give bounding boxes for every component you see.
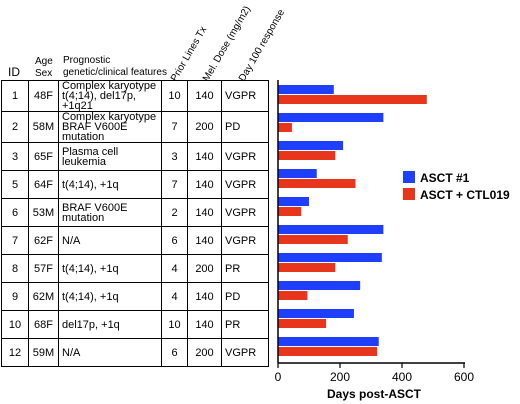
cell-prior-lines: 10: [161, 80, 188, 112]
bar-asct1: [278, 309, 354, 318]
cell-response: VGPR: [221, 338, 269, 367]
cell-prior-lines: 3: [161, 142, 188, 171]
cell-mel-dose: 200: [187, 111, 222, 143]
cell-response: VGPR: [221, 80, 269, 112]
table-row: 12 59M N/A 6 200 VGPR: [1, 338, 269, 367]
legend-swatch: [403, 188, 415, 200]
cell-response: VGPR: [221, 142, 269, 171]
x-tick-label: 600: [454, 370, 474, 384]
bar-asct-ctl019: [278, 95, 427, 104]
cell-features: Plasma cell leukemia: [58, 142, 162, 171]
cell-age-sex: 64F: [28, 170, 59, 199]
bar-asct1: [278, 169, 317, 178]
header-features-1: Prognostic: [63, 55, 111, 66]
legend-label: ASCT + CTL019: [420, 188, 510, 202]
cell-id: 9: [1, 282, 29, 311]
table-row: 3 65F Plasma cell leukemia 3 140 VGPR: [1, 142, 269, 171]
cell-response: VGPR: [221, 198, 269, 227]
cell-mel-dose: 140: [187, 310, 222, 339]
bar-asct1: [278, 141, 344, 150]
bar-asct-ctl019: [278, 123, 292, 132]
cell-features: BRAF V600E mutation: [58, 198, 162, 227]
bar-asct-ctl019: [278, 291, 308, 300]
cell-mel-dose: 140: [187, 80, 222, 112]
cell-age-sex: 48F: [28, 80, 59, 112]
table-row: 6 53M BRAF V600E mutation 2 140 VGPR: [1, 198, 269, 227]
x-tick-label: 200: [330, 370, 350, 384]
bar-asct1: [278, 281, 361, 290]
cell-age-sex: 57F: [28, 254, 59, 283]
x-tick-label: 0: [275, 370, 282, 384]
bar-asct-ctl019: [278, 179, 356, 188]
header-id: ID: [8, 65, 20, 79]
cell-response: PR: [221, 310, 269, 339]
header-age: Age: [35, 56, 53, 67]
cell-id: 1: [1, 80, 29, 112]
bar-asct-ctl019: [278, 319, 327, 328]
cell-id: 10: [1, 310, 29, 339]
cell-response: PD: [221, 111, 269, 143]
bar-asct1: [278, 113, 384, 122]
bar-asct-ctl019: [278, 235, 348, 244]
cell-mel-dose: 200: [187, 254, 222, 283]
cell-prior-lines: 2: [161, 198, 188, 227]
cell-response: VGPR: [221, 226, 269, 255]
cell-features: Complex karyotype BRAF V600E mutation: [58, 111, 162, 143]
cell-age-sex: 53M: [28, 198, 59, 227]
bar-asct1: [278, 337, 379, 346]
bar-asct-ctl019: [278, 347, 378, 356]
x-axis-label: Days post-ASCT: [327, 387, 422, 401]
cell-prior-lines: 7: [161, 170, 188, 199]
x-tick-label: 400: [392, 370, 412, 384]
cell-features: N/A: [58, 338, 162, 367]
cell-features: t(4;14), +1q: [58, 254, 162, 283]
cell-features: Complex karyotype t(4;14), del17p, +1q21: [58, 80, 162, 112]
cell-response: VGPR: [221, 170, 269, 199]
bar-asct-ctl019: [278, 263, 336, 272]
cell-age-sex: 58M: [28, 111, 59, 143]
cell-mel-dose: 140: [187, 226, 222, 255]
bar-asct1: [278, 197, 309, 206]
header-sex: Sex: [35, 68, 53, 79]
table-row: 8 57F t(4;14), +1q 4 200 PR: [1, 254, 269, 283]
bar-asct1: [278, 85, 334, 94]
table-row: 5 64F t(4;14), +1q 7 140 VGPR: [1, 170, 269, 199]
bar-asct-ctl019: [278, 151, 336, 160]
legend-swatch: [403, 171, 415, 183]
table-row: 1 48F Complex karyotype t(4;14), del17p, +…: [1, 80, 269, 112]
patient-table: 1 48F Complex karyotype t(4;14), del17p, +…: [1, 80, 269, 367]
bar-asct-ctl019: [278, 207, 302, 216]
legend-label: ASCT #1: [420, 171, 470, 185]
bar-asct1: [278, 225, 384, 234]
cell-id: 7: [1, 226, 29, 255]
header-features-2: genetic/clinical features: [63, 67, 167, 78]
cell-mel-dose: 140: [187, 198, 222, 227]
cell-age-sex: 62F: [28, 226, 59, 255]
bar-asct1: [278, 253, 382, 262]
cell-age-sex: 65F: [28, 142, 59, 171]
cell-features: del17p, +1q: [58, 310, 162, 339]
cell-age-sex: 59M: [28, 338, 59, 367]
cell-prior-lines: 6: [161, 338, 188, 367]
cell-mel-dose: 140: [187, 142, 222, 171]
